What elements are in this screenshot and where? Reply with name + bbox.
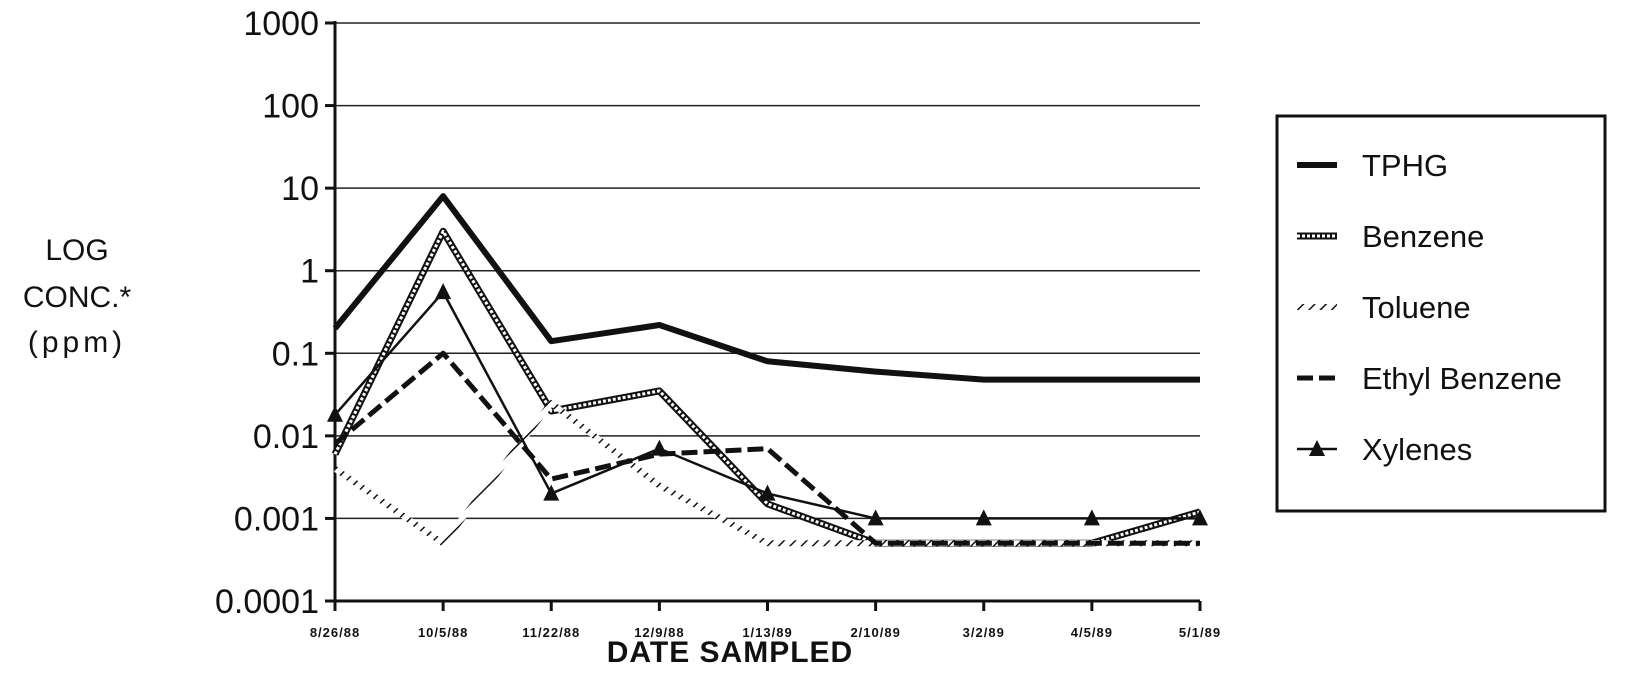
- legend: TPHG Benzene Toluene Ethyl Benzene Xylenes: [1275, 114, 1607, 513]
- x-tick-label-3: 12/9/88: [634, 625, 684, 640]
- y-tick-label-2: 0.01: [253, 418, 319, 456]
- series-toluene: [333, 399, 1200, 547]
- x-tick-label-7: 4/5/89: [1071, 625, 1113, 640]
- data-point: [1192, 509, 1208, 526]
- data-point: [767, 448, 768, 449]
- legend-label: Benzene: [1362, 219, 1484, 254]
- data-point: [867, 509, 884, 526]
- data-point: [759, 484, 776, 501]
- y-axis-label-line-1: LOG: [45, 234, 108, 267]
- data-point: [651, 439, 668, 456]
- x-tick-label-1: 10/5/88: [418, 625, 468, 640]
- x-tick-label-5: 2/10/89: [850, 625, 900, 640]
- y-tick-labels: 0.0001 0.001 0.01 0.1 1 10 100 1000: [215, 5, 319, 621]
- legend-box: [1275, 114, 1607, 513]
- axes: [325, 21, 1202, 611]
- series-lines: [327, 193, 1208, 547]
- gridlines: [335, 22, 1200, 520]
- series-line-benzene: [333, 229, 1201, 545]
- series-tphg: [332, 193, 1200, 383]
- series-line-tphg: [332, 193, 1200, 383]
- y-axis-label-line-3: (ppm): [28, 326, 126, 359]
- legend-label: Ethyl Benzene: [1362, 361, 1562, 396]
- y-tick-label-5: 10: [281, 170, 319, 208]
- y-axis-label: LOG CONC.* (ppm): [23, 234, 132, 359]
- legend-item-toluene: Toluene: [1297, 290, 1471, 325]
- x-tick-label-8: 5/1/89: [1179, 625, 1221, 640]
- x-tick-label-2: 11/22/88: [522, 625, 580, 640]
- y-tick-label-0: 0.0001: [215, 583, 319, 621]
- y-tick-label-1: 0.001: [234, 500, 319, 538]
- data-point: [543, 484, 560, 501]
- x-tick-label-4: 1/13/89: [742, 625, 792, 640]
- y-tick-label-4: 1: [300, 253, 319, 291]
- legend-item-ethyl-benzene: Ethyl Benzene: [1297, 361, 1562, 396]
- legend-marker: [1309, 440, 1325, 456]
- legend-label: TPHG: [1362, 148, 1448, 183]
- data-point: [551, 479, 552, 480]
- legend-item-benzene: Benzene: [1297, 219, 1484, 254]
- series-line-toluene: [333, 399, 1200, 547]
- data-point: [435, 283, 452, 300]
- legend-item-tphg: TPHG: [1297, 148, 1448, 183]
- series-line-ethyl-benzene: [333, 350, 1200, 546]
- series-line-xylenes: [334, 290, 1200, 520]
- y-tick-label-6: 100: [262, 88, 319, 126]
- series-ethyl-benzene: [333, 350, 1200, 546]
- x-axis-label: DATE SAMPLED: [607, 636, 853, 669]
- legend-label: Xylenes: [1362, 432, 1472, 467]
- x-tick-labels: 8/26/88 10/5/88 11/22/88 12/9/88 1/13/89 2/10…: [310, 625, 1221, 640]
- data-point: [1083, 509, 1100, 526]
- y-tick-label-3: 0.1: [272, 335, 319, 373]
- data-point: [975, 509, 992, 526]
- y-tick-label-7: 1000: [243, 5, 319, 43]
- y-axis-label-line-2: CONC.*: [23, 281, 132, 314]
- x-tick-label-0: 8/26/88: [310, 625, 360, 640]
- legend-label: Toluene: [1362, 290, 1471, 325]
- legend-item-xylenes: Xylenes: [1297, 432, 1472, 467]
- series-xylenes: [327, 283, 1208, 526]
- data-point: [327, 405, 343, 422]
- x-tick-label-6: 3/2/89: [963, 625, 1005, 640]
